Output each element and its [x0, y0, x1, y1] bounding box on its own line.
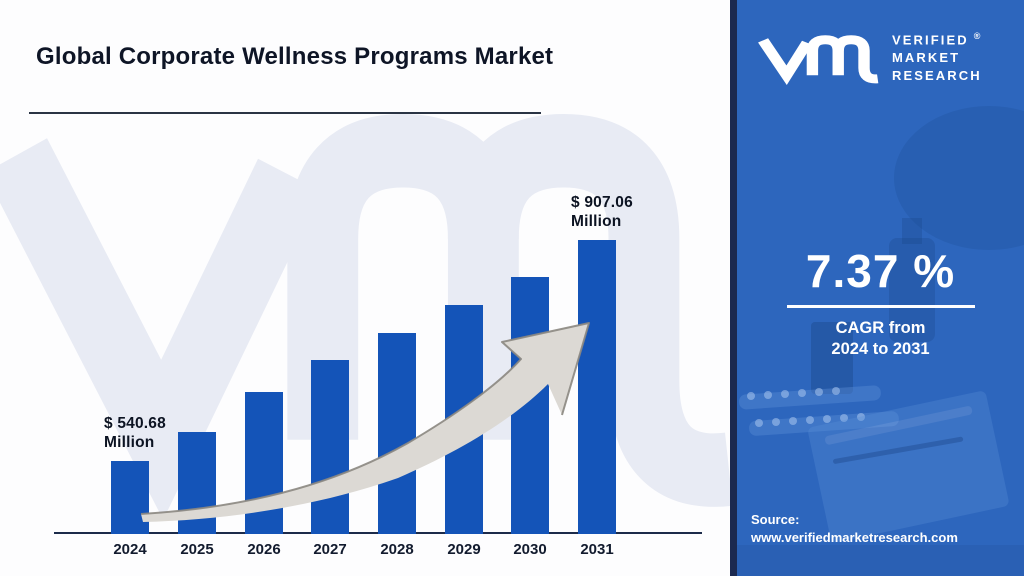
brand-line-1: VERIFIED: [892, 32, 969, 48]
x-tick-2028: 2028: [380, 541, 414, 558]
cagr-value: 7.37 %: [805, 245, 956, 297]
source-url[interactable]: www.verifiedmarketresearch.com: [751, 530, 958, 545]
bar-chart: 2024 2025 2026 2027 2028 2029 2030 2031 $ 540.68…: [54, 194, 702, 558]
source-label: Source:: [751, 512, 800, 527]
x-tick-2025: 2025: [180, 541, 214, 558]
x-tick-2027: 2027: [313, 541, 347, 558]
x-tick-2029: 2029: [447, 541, 481, 558]
bar-2024: [111, 461, 149, 534]
registered-trademark-icon: ®: [973, 30, 981, 41]
bar-2029: [445, 305, 483, 534]
bar-2028: [378, 333, 416, 534]
vmr-logo-mark-icon: [757, 26, 883, 86]
x-tick-2026: 2026: [247, 541, 281, 558]
value-label-2031: $ 907.06 Million: [571, 194, 633, 230]
brand-wordmark: VERIFIED ® MARKET RESEARCH: [892, 27, 982, 85]
cagr-caption: CAGR from 2024 to 2031: [737, 318, 1024, 360]
background-photo-overlay: [737, 106, 1024, 576]
info-panel: VERIFIED ® MARKET RESEARCH 7.37 % CAGR fr…: [737, 0, 1024, 576]
source-block: Source: www.verifiedmarketresearch.com: [751, 511, 958, 547]
bar-2031: [578, 240, 616, 534]
x-tick-2030: 2030: [513, 541, 547, 558]
bar-2026: [245, 392, 283, 534]
x-tick-2031: 2031: [580, 541, 614, 558]
cagr-caption-line-2: 2024 to 2031: [831, 340, 930, 358]
chart-section: Global Corporate Wellness Programs Marke…: [0, 43, 737, 558]
title-underline: [29, 112, 541, 114]
cagr-underline: [786, 305, 975, 308]
page-title: Global Corporate Wellness Programs Marke…: [36, 43, 554, 71]
brand-line-2: MARKET: [892, 50, 961, 66]
x-tick-2024: 2024: [113, 541, 147, 558]
brand-logo: VERIFIED ® MARKET RESEARCH: [757, 26, 982, 86]
value-label-2024: $ 540.68 Million: [104, 415, 166, 451]
cagr-caption-line-1: CAGR from: [835, 319, 926, 337]
panel-divider: [730, 0, 737, 576]
cagr-block: 7.37 % CAGR from 2024 to 2031: [737, 244, 1024, 360]
brand-line-3: RESEARCH: [892, 68, 982, 84]
bar-2030: [511, 277, 549, 534]
bar-2027: [311, 360, 349, 534]
